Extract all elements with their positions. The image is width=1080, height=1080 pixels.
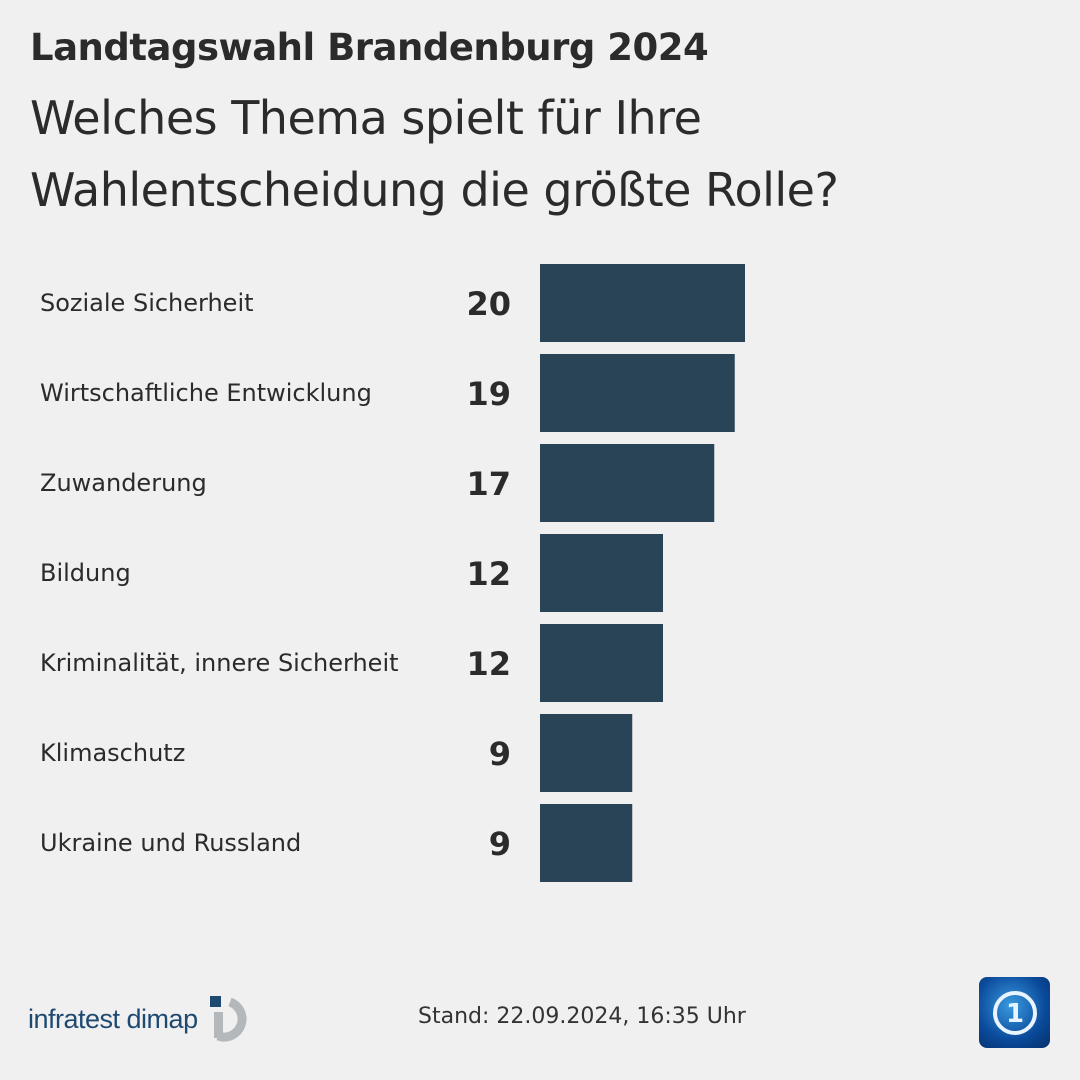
- bar: [540, 444, 715, 522]
- svg-text:1: 1: [1006, 999, 1024, 1029]
- category-label: Zuwanderung: [40, 469, 207, 497]
- category-label: Kriminalität, innere Sicherheit: [40, 649, 399, 677]
- bar: [540, 804, 633, 882]
- value-label: 12: [466, 645, 511, 683]
- category-label: Klimaschutz: [40, 739, 185, 767]
- bar-chart: Soziale Sicherheit 20 Wirtschaftliche Entw…: [40, 264, 745, 882]
- category-label: Bildung: [40, 559, 131, 587]
- tagesschau-globe-icon: 1: [993, 991, 1037, 1035]
- value-label: 12: [466, 555, 511, 593]
- chart-kicker: Landtagswahl Brandenburg 2024: [30, 26, 709, 69]
- bar: [540, 714, 633, 792]
- value-label: 20: [466, 285, 511, 323]
- bar: [540, 264, 745, 342]
- bar: [540, 354, 735, 432]
- bar: [540, 534, 663, 612]
- category-label: Wirtschaftliche Entwicklung: [40, 379, 372, 407]
- infratest-dimap-icon: [209, 996, 247, 1042]
- category-label: Ukraine und Russland: [40, 829, 301, 857]
- tagesschau-logo: 1: [979, 977, 1050, 1048]
- category-label: Soziale Sicherheit: [40, 289, 254, 317]
- infratest-dimap-logo: infratest dimap: [28, 996, 270, 1042]
- value-label: 9: [489, 735, 511, 773]
- chart-title: Welches Thema spielt für Ihre Wahlentsch…: [30, 91, 839, 217]
- timestamp: Stand: 22.09.2024, 16:35 Uhr: [418, 1004, 746, 1029]
- value-label: 19: [466, 375, 511, 413]
- value-label: 17: [466, 465, 511, 503]
- source-label: infratest dimap: [28, 1003, 198, 1034]
- value-label: 9: [489, 825, 511, 863]
- bar: [540, 624, 663, 702]
